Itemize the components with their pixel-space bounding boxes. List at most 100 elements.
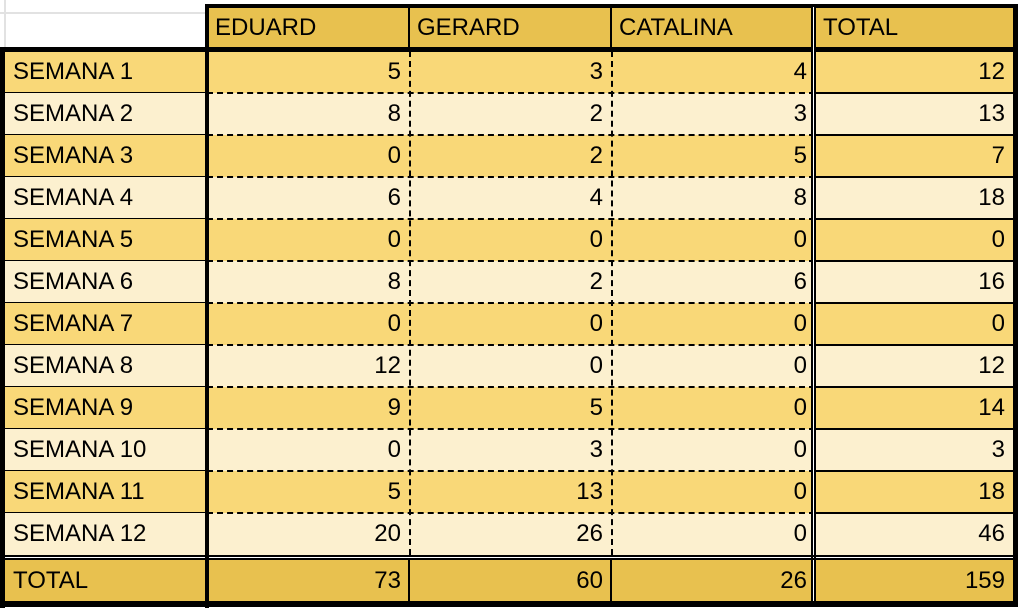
grand-total-cell[interactable]: 60 [409, 560, 611, 601]
border [815, 470, 1013, 472]
value-cell[interactable]: 0 [207, 303, 409, 345]
value-cell[interactable]: 8 [207, 261, 409, 303]
border [0, 601, 1018, 607]
row-label[interactable]: SEMANA 10 [5, 429, 207, 471]
row-label[interactable]: SEMANA 6 [5, 261, 207, 303]
border [5, 92, 207, 93]
column-header-gerard[interactable]: GERARD [409, 7, 611, 49]
value-cell[interactable]: 0 [611, 387, 815, 429]
value-cell[interactable]: 20 [207, 513, 409, 555]
value-cell[interactable]: 6 [207, 177, 409, 219]
value-cell[interactable]: 0 [207, 429, 409, 471]
border [815, 260, 1013, 262]
value-cell[interactable]: 12 [207, 345, 409, 387]
row-total-cell[interactable]: 7 [815, 135, 1013, 177]
border [5, 260, 207, 261]
value-cell[interactable]: 4 [409, 177, 611, 219]
value-cell[interactable]: 8 [207, 93, 409, 135]
border [815, 134, 1013, 136]
row-label[interactable]: SEMANA 5 [5, 219, 207, 261]
border [0, 47, 1018, 52]
border [5, 134, 207, 135]
row-label[interactable]: SEMANA 2 [5, 93, 207, 135]
value-cell[interactable]: 0 [207, 219, 409, 261]
value-cell[interactable]: 0 [409, 219, 611, 261]
value-cell[interactable]: 3 [409, 429, 611, 471]
value-cell[interactable]: 2 [409, 135, 611, 177]
value-cell[interactable]: 3 [409, 51, 611, 93]
value-cell[interactable]: 8 [611, 177, 815, 219]
row-label[interactable]: SEMANA 7 [5, 303, 207, 345]
row-label[interactable]: SEMANA 11 [5, 471, 207, 513]
value-cell[interactable]: 4 [611, 51, 815, 93]
grand-total-cell[interactable]: 159 [815, 560, 1013, 601]
border [815, 386, 1013, 388]
value-cell[interactable]: 3 [611, 93, 815, 135]
row-label[interactable]: SEMANA 12 [5, 513, 207, 555]
border [610, 560, 612, 601]
border [5, 302, 207, 303]
row-label[interactable]: SEMANA 8 [5, 345, 207, 387]
row-total-cell[interactable]: 12 [815, 51, 1013, 93]
border [408, 560, 410, 601]
value-cell[interactable]: 0 [611, 345, 815, 387]
grand-total-cell[interactable]: 73 [207, 560, 409, 601]
row-label[interactable]: SEMANA 3 [5, 135, 207, 177]
row-total-cell[interactable]: 14 [815, 387, 1013, 429]
value-cell[interactable]: 2 [409, 93, 611, 135]
value-cell[interactable]: 0 [611, 513, 815, 555]
row-total-cell[interactable]: 18 [815, 177, 1013, 219]
row-total-cell[interactable]: 0 [815, 219, 1013, 261]
row-label[interactable]: SEMANA 9 [5, 387, 207, 429]
value-cell[interactable]: 5 [409, 387, 611, 429]
border [408, 7, 410, 49]
dashed-border [409, 51, 411, 555]
value-cell[interactable]: 5 [207, 51, 409, 93]
row-total-cell[interactable]: 13 [815, 93, 1013, 135]
value-cell[interactable]: 2 [409, 261, 611, 303]
value-cell[interactable]: 5 [611, 135, 815, 177]
row-total-cell[interactable]: 16 [815, 261, 1013, 303]
dashed-border [611, 51, 613, 555]
row-label[interactable]: SEMANA 4 [5, 177, 207, 219]
dashed-border [207, 260, 815, 262]
value-cell[interactable]: 6 [611, 261, 815, 303]
dashed-border [207, 134, 815, 136]
column-header-total[interactable]: TOTAL [815, 7, 1013, 49]
border [815, 218, 1013, 220]
dashed-border [207, 176, 815, 178]
row-total-cell[interactable]: 46 [815, 513, 1013, 555]
border [0, 555, 1018, 557]
column-header-eduard[interactable]: EDUARD [207, 7, 409, 49]
row-label[interactable]: SEMANA 1 [5, 51, 207, 93]
border [5, 176, 207, 177]
border [815, 428, 1013, 430]
value-cell[interactable]: 0 [409, 303, 611, 345]
value-cell[interactable]: 0 [207, 135, 409, 177]
value-cell[interactable]: 0 [611, 429, 815, 471]
row-total-cell[interactable]: 0 [815, 303, 1013, 345]
value-cell[interactable]: 26 [409, 513, 611, 555]
value-cell[interactable]: 0 [611, 471, 815, 513]
border [5, 218, 207, 219]
value-cell[interactable]: 13 [409, 471, 611, 513]
border [815, 302, 1013, 304]
border [814, 7, 816, 607]
grand-total-cell[interactable]: 26 [611, 560, 815, 601]
row-total-cell[interactable]: 3 [815, 429, 1013, 471]
value-cell[interactable]: 0 [611, 303, 815, 345]
value-cell[interactable]: 0 [611, 219, 815, 261]
value-cell[interactable]: 9 [207, 387, 409, 429]
value-cell[interactable]: 5 [207, 471, 409, 513]
total-row-label[interactable]: TOTAL [5, 560, 207, 601]
border [5, 428, 207, 429]
border [205, 4, 209, 52]
border [5, 512, 207, 513]
row-total-cell[interactable]: 12 [815, 345, 1013, 387]
border [5, 470, 207, 471]
dashed-border [207, 218, 815, 220]
value-cell[interactable]: 0 [409, 345, 611, 387]
column-header-catalina[interactable]: CATALINA [611, 7, 815, 49]
row-total-cell[interactable]: 18 [815, 471, 1013, 513]
gridline [0, 12, 207, 14]
